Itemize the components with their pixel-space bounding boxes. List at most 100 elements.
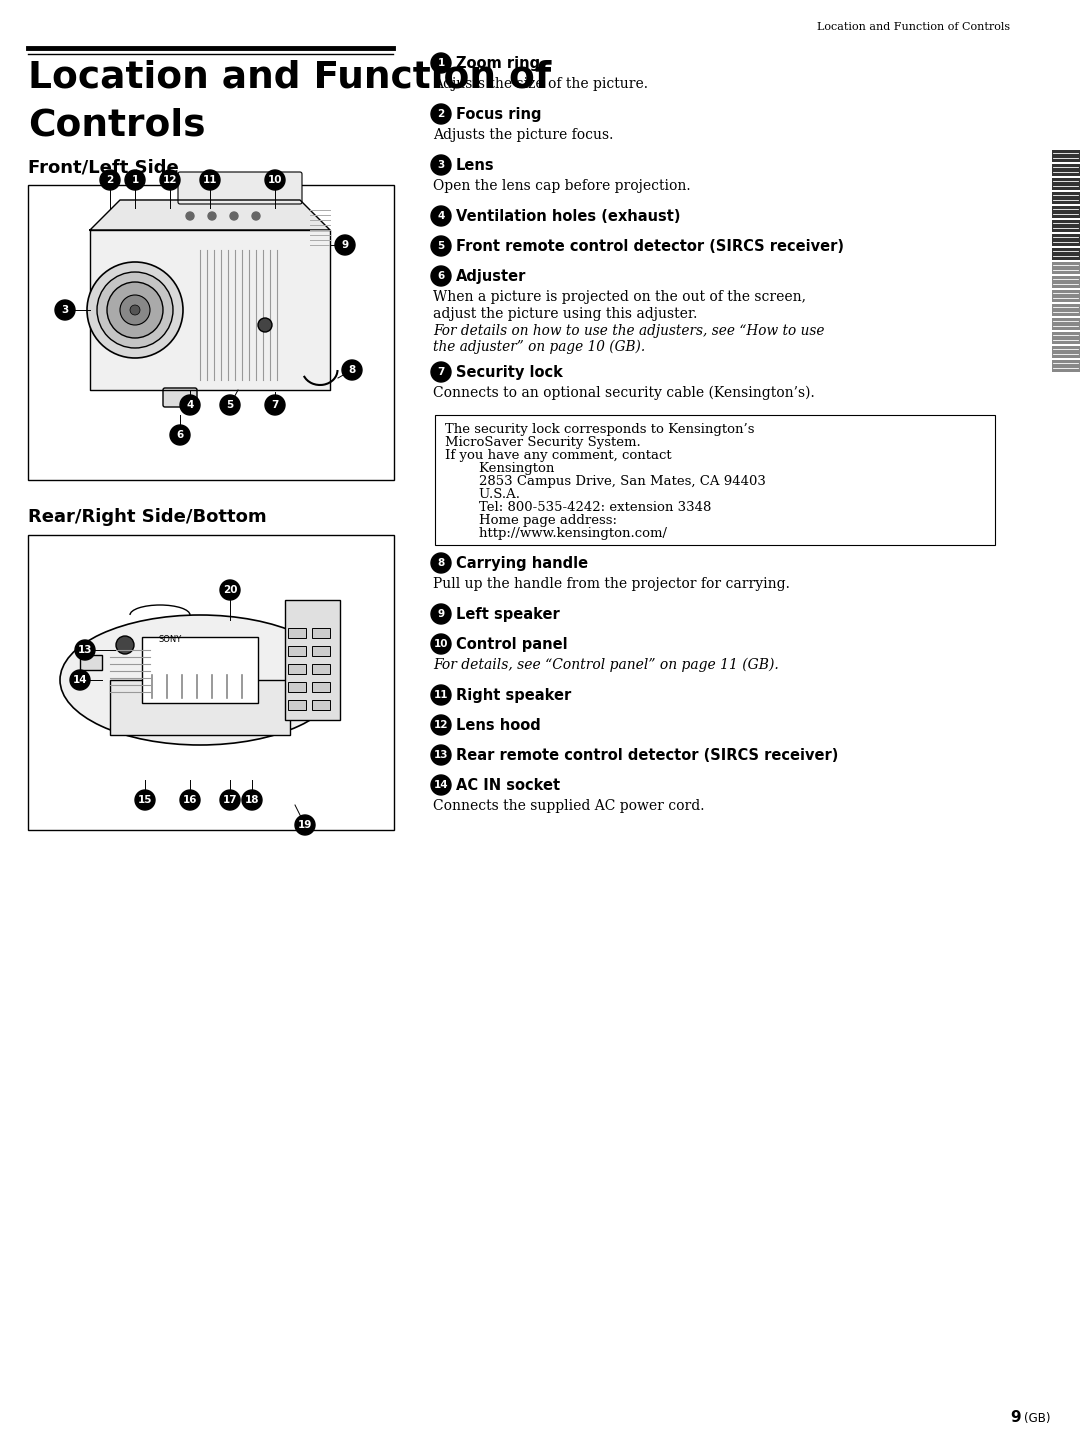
Text: 9: 9 <box>1010 1409 1021 1425</box>
Text: 7: 7 <box>437 367 445 378</box>
Circle shape <box>116 635 134 654</box>
Text: If you have any comment, contact: If you have any comment, contact <box>445 450 672 463</box>
Text: SONY: SONY <box>159 635 181 644</box>
Text: 4: 4 <box>437 210 445 220</box>
Bar <box>1052 220 1080 232</box>
Bar <box>1052 360 1080 372</box>
Text: 10: 10 <box>434 638 448 648</box>
FancyBboxPatch shape <box>141 637 258 703</box>
Text: Open the lens cap before projection.: Open the lens cap before projection. <box>433 179 690 193</box>
Bar <box>1052 262 1080 274</box>
Text: Control panel: Control panel <box>456 637 568 651</box>
Circle shape <box>431 104 451 124</box>
Text: 8: 8 <box>349 365 355 375</box>
Text: Rear remote control detector (SIRCS receiver): Rear remote control detector (SIRCS rece… <box>456 748 838 762</box>
Text: Adjuster: Adjuster <box>456 269 526 284</box>
Circle shape <box>55 300 75 320</box>
Text: Connects the supplied AC power cord.: Connects the supplied AC power cord. <box>433 798 704 813</box>
Bar <box>1052 164 1080 176</box>
Circle shape <box>242 790 262 810</box>
Circle shape <box>431 553 451 574</box>
Bar <box>1052 304 1080 316</box>
FancyBboxPatch shape <box>312 682 330 692</box>
Text: Lens hood: Lens hood <box>456 718 541 733</box>
Text: Connects to an optional security cable (Kensington’s).: Connects to an optional security cable (… <box>433 386 814 401</box>
Circle shape <box>295 816 315 834</box>
Text: the adjuster” on page 10 (GB).: the adjuster” on page 10 (GB). <box>433 340 645 354</box>
Circle shape <box>170 425 190 445</box>
Text: 4: 4 <box>187 401 193 411</box>
Text: U.S.A.: U.S.A. <box>445 488 519 501</box>
Bar <box>1052 192 1080 205</box>
Text: MicroSaver Security System.: MicroSaver Security System. <box>445 437 640 450</box>
Text: 6: 6 <box>437 271 445 281</box>
Text: 16: 16 <box>183 795 198 806</box>
Circle shape <box>220 790 240 810</box>
Circle shape <box>252 212 260 220</box>
Circle shape <box>431 684 451 705</box>
Text: Security lock: Security lock <box>456 365 563 380</box>
Circle shape <box>125 170 145 190</box>
Text: adjust the picture using this adjuster.: adjust the picture using this adjuster. <box>433 307 698 321</box>
Text: 11: 11 <box>434 690 448 700</box>
FancyBboxPatch shape <box>435 415 995 545</box>
FancyBboxPatch shape <box>285 599 340 720</box>
Text: 8: 8 <box>437 558 445 568</box>
Bar <box>1052 331 1080 344</box>
Circle shape <box>160 170 180 190</box>
Text: 15: 15 <box>138 795 152 806</box>
Text: 10: 10 <box>268 174 282 184</box>
FancyBboxPatch shape <box>178 171 302 205</box>
Text: 5: 5 <box>437 241 445 251</box>
Text: 3: 3 <box>62 305 69 316</box>
Text: Controls: Controls <box>28 108 205 144</box>
Text: Right speaker: Right speaker <box>456 687 571 703</box>
Circle shape <box>130 305 140 316</box>
Text: Adjusts the picture focus.: Adjusts the picture focus. <box>433 128 613 143</box>
Circle shape <box>97 272 173 347</box>
Text: Tel: 800-535-4242: extension 3348: Tel: 800-535-4242: extension 3348 <box>445 501 712 514</box>
FancyBboxPatch shape <box>28 535 394 830</box>
Text: 9: 9 <box>437 610 445 620</box>
FancyBboxPatch shape <box>312 664 330 674</box>
Circle shape <box>342 360 362 380</box>
Polygon shape <box>90 200 330 231</box>
Circle shape <box>208 212 216 220</box>
Circle shape <box>220 395 240 415</box>
Text: 5: 5 <box>227 401 233 411</box>
Bar <box>1052 206 1080 218</box>
Text: Pull up the handle from the projector for carrying.: Pull up the handle from the projector fo… <box>433 576 789 591</box>
Text: 14: 14 <box>72 674 87 684</box>
FancyBboxPatch shape <box>288 700 306 710</box>
Circle shape <box>265 395 285 415</box>
Circle shape <box>200 170 220 190</box>
FancyBboxPatch shape <box>163 388 197 406</box>
Text: http://www.kensington.com/: http://www.kensington.com/ <box>445 527 667 540</box>
Circle shape <box>258 318 272 331</box>
Text: The security lock corresponds to Kensington’s: The security lock corresponds to Kensing… <box>445 424 755 437</box>
Text: Home page address:: Home page address: <box>445 514 617 527</box>
Text: 2: 2 <box>437 110 445 120</box>
Text: 17: 17 <box>222 795 238 806</box>
Circle shape <box>431 775 451 795</box>
Text: 20: 20 <box>222 585 238 595</box>
Circle shape <box>431 604 451 624</box>
Text: 11: 11 <box>203 174 217 184</box>
Bar <box>1052 346 1080 357</box>
Text: 13: 13 <box>78 646 92 656</box>
Text: Focus ring: Focus ring <box>456 107 541 122</box>
Text: Front remote control detector (SIRCS receiver): Front remote control detector (SIRCS rec… <box>456 239 843 254</box>
Ellipse shape <box>60 615 340 745</box>
Text: 2: 2 <box>106 174 113 184</box>
Text: 18: 18 <box>245 795 259 806</box>
Text: 1: 1 <box>132 174 138 184</box>
Text: 19: 19 <box>298 820 312 830</box>
FancyBboxPatch shape <box>80 656 102 670</box>
Circle shape <box>70 670 90 690</box>
Text: Ventilation holes (exhaust): Ventilation holes (exhaust) <box>456 209 680 223</box>
Circle shape <box>100 170 120 190</box>
Text: Front/Left Side: Front/Left Side <box>28 159 179 176</box>
Text: 6: 6 <box>176 429 184 440</box>
Polygon shape <box>90 231 330 391</box>
FancyBboxPatch shape <box>312 646 330 656</box>
